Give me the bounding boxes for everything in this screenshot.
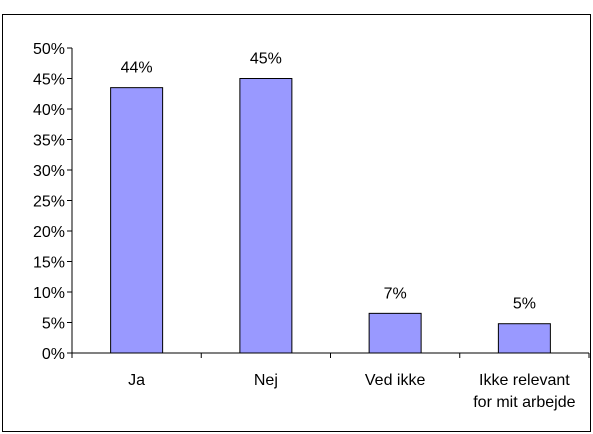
y-tick-label: 10%: [33, 285, 65, 302]
x-category-label: for mit arbejde: [473, 394, 575, 411]
y-tick-label: 40%: [33, 102, 65, 119]
bar: [110, 87, 164, 354]
y-tick-label: 0%: [42, 346, 65, 363]
bar: [368, 312, 422, 354]
x-category-label: Nej: [254, 372, 278, 389]
data-label: 5%: [513, 296, 536, 313]
y-tick-label: 15%: [33, 255, 65, 272]
y-tick-label: 5%: [42, 316, 65, 333]
data-label: 45%: [250, 51, 282, 68]
y-tick-label: 25%: [33, 194, 65, 211]
data-label: 7%: [384, 285, 407, 302]
y-tick-label: 30%: [33, 163, 65, 180]
bar: [239, 78, 293, 354]
x-category-label: Ikke relevant: [479, 372, 570, 389]
chart-frame: [2, 14, 591, 432]
y-tick-label: 35%: [33, 133, 65, 150]
x-category-label: Ja: [128, 372, 145, 389]
y-tick-label: 45%: [33, 72, 65, 89]
bar: [497, 323, 551, 354]
x-category-label: Ved ikke: [365, 372, 426, 389]
y-tick-label: 20%: [33, 224, 65, 241]
y-tick-label: 50%: [33, 41, 65, 58]
data-label: 44%: [121, 60, 153, 77]
